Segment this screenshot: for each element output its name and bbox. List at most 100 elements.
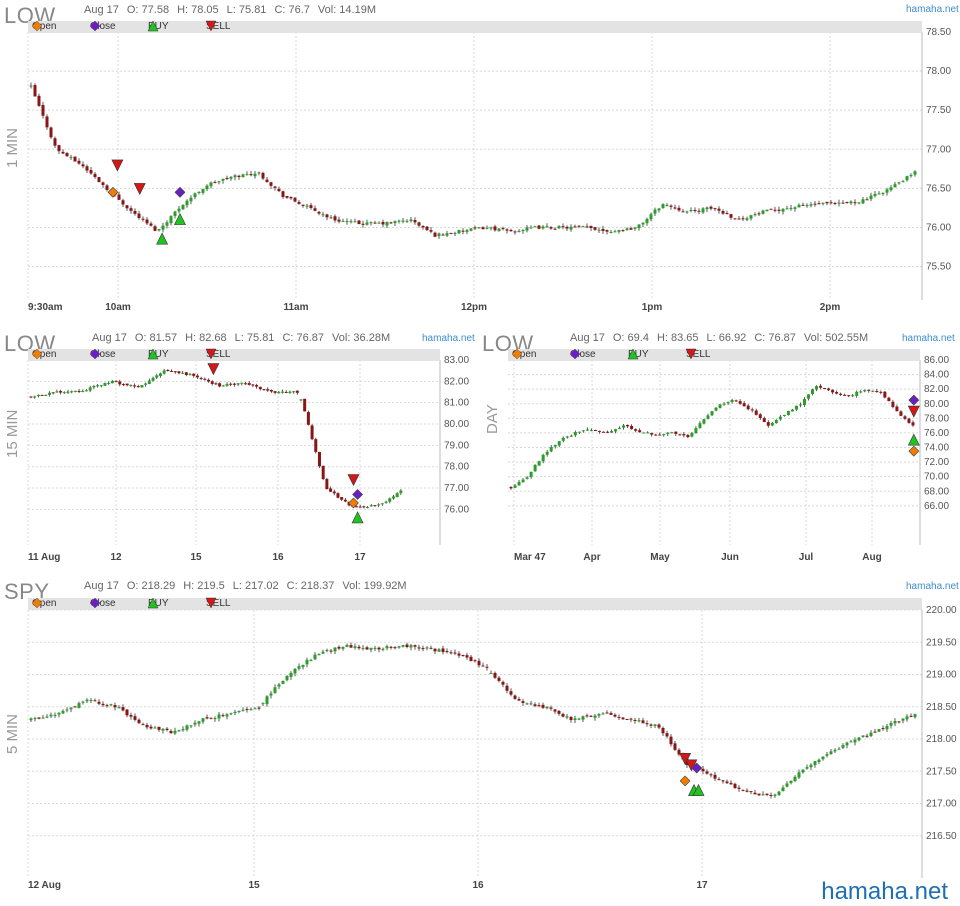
candle-body <box>269 182 273 186</box>
candle-body <box>107 382 111 384</box>
legend-label: Close <box>90 349 116 360</box>
footer-brand[interactable]: hamaha.net <box>821 878 948 905</box>
candle-body <box>53 138 57 146</box>
candle-body <box>329 650 333 652</box>
candle-body <box>903 416 907 419</box>
candle-body <box>29 396 33 398</box>
brand-link[interactable]: hamaha.net <box>906 581 959 592</box>
candle-body <box>887 397 891 402</box>
candle-body <box>561 713 565 717</box>
legend-label: SELL <box>206 21 231 32</box>
candle-body <box>441 234 445 236</box>
candle-body <box>769 794 773 796</box>
candle-body <box>232 383 236 385</box>
candle-body <box>625 718 629 720</box>
candle-body <box>569 435 573 437</box>
y-tick-label: 76.00 <box>926 222 951 233</box>
candle-body <box>541 454 545 462</box>
candle-body <box>501 681 505 685</box>
candle-body <box>617 716 621 718</box>
candle-body <box>770 422 774 426</box>
y-tick-label: 78.00 <box>444 462 469 473</box>
candle-body <box>247 383 251 385</box>
marker-close <box>352 489 364 500</box>
candle-body <box>819 385 823 388</box>
brand-link[interactable]: hamaha.net <box>422 333 475 344</box>
candle-body <box>214 383 218 385</box>
candle-body <box>905 716 909 720</box>
candle-body <box>365 222 369 225</box>
legend-label: BUY <box>148 21 169 32</box>
candle-body <box>277 188 281 192</box>
candle-body <box>585 226 589 228</box>
candle-body <box>873 193 877 197</box>
candle-body <box>177 730 181 732</box>
candle-body <box>225 384 229 386</box>
candle-body <box>121 384 125 386</box>
candle-body <box>165 222 169 226</box>
legend-bar: Open Close BUY SELL <box>28 597 922 610</box>
candle-body <box>701 768 705 772</box>
candle-body <box>773 794 777 796</box>
candle-body <box>721 211 725 214</box>
candle-body <box>793 776 797 781</box>
candle-body <box>241 174 245 178</box>
candle-body <box>88 387 92 391</box>
candle-body <box>790 409 794 412</box>
candle-body <box>557 441 561 446</box>
brand-link[interactable]: hamaha.net <box>902 333 955 344</box>
y-tick-label: 81.00 <box>444 398 469 409</box>
candle-body <box>525 477 529 479</box>
candle-body <box>177 371 181 374</box>
candle-body <box>642 432 646 434</box>
candle-body <box>722 403 726 405</box>
candle-body <box>839 393 843 395</box>
candle-body <box>77 703 81 708</box>
candle-body <box>185 200 189 206</box>
candle-body <box>269 693 273 696</box>
candle-body <box>325 214 329 218</box>
candle-body <box>457 653 461 656</box>
candle-body <box>889 187 893 191</box>
legend-label: SELL <box>206 349 231 360</box>
marker-buy <box>351 511 364 524</box>
chart-panel-low-15min: 83.00 82.00 81.00 80.00 79.00 78.00 77.00 76.00… <box>0 330 480 570</box>
diamond-icon <box>89 597 101 609</box>
x-tick-label: 1pm <box>642 302 663 313</box>
candle-body <box>702 419 706 424</box>
candle-body <box>429 230 433 232</box>
ohlc-info: Aug 17 O: 77.58 H: 78.05 L: 75.81 C: 76.7 Vol… <box>84 4 376 16</box>
candle-body <box>354 506 358 508</box>
candle-body <box>529 227 533 229</box>
candle-body <box>353 646 357 648</box>
y-tick-label: 70.00 <box>924 472 949 483</box>
candle-body <box>369 505 373 507</box>
candle-body <box>361 648 365 650</box>
y-tick-label: 218.00 <box>926 734 957 745</box>
candle-body <box>537 225 541 229</box>
marker-close <box>174 186 186 198</box>
candle-body <box>357 220 361 225</box>
candle-body <box>341 647 345 649</box>
candle-body <box>445 651 449 653</box>
candle-body <box>801 769 805 773</box>
candle-body <box>749 215 753 219</box>
candle-body <box>553 709 557 712</box>
candle-body <box>709 774 713 776</box>
candle-body <box>609 232 613 234</box>
candle-body <box>284 391 288 393</box>
candle-body <box>865 199 869 201</box>
legend-label: Close <box>570 349 596 360</box>
candle-body <box>417 222 421 226</box>
brand-link[interactable]: hamaha.net <box>906 4 959 15</box>
candle-body <box>169 216 173 224</box>
candle-body <box>345 221 349 223</box>
candle-body <box>565 436 569 438</box>
y-tick-label: 82.00 <box>444 376 469 387</box>
candle-body <box>730 399 734 403</box>
candle-body <box>865 735 869 737</box>
candle-body <box>137 719 141 724</box>
candle-body <box>309 205 313 208</box>
legend-item-close: Close <box>89 597 116 610</box>
candle-body <box>453 232 457 234</box>
